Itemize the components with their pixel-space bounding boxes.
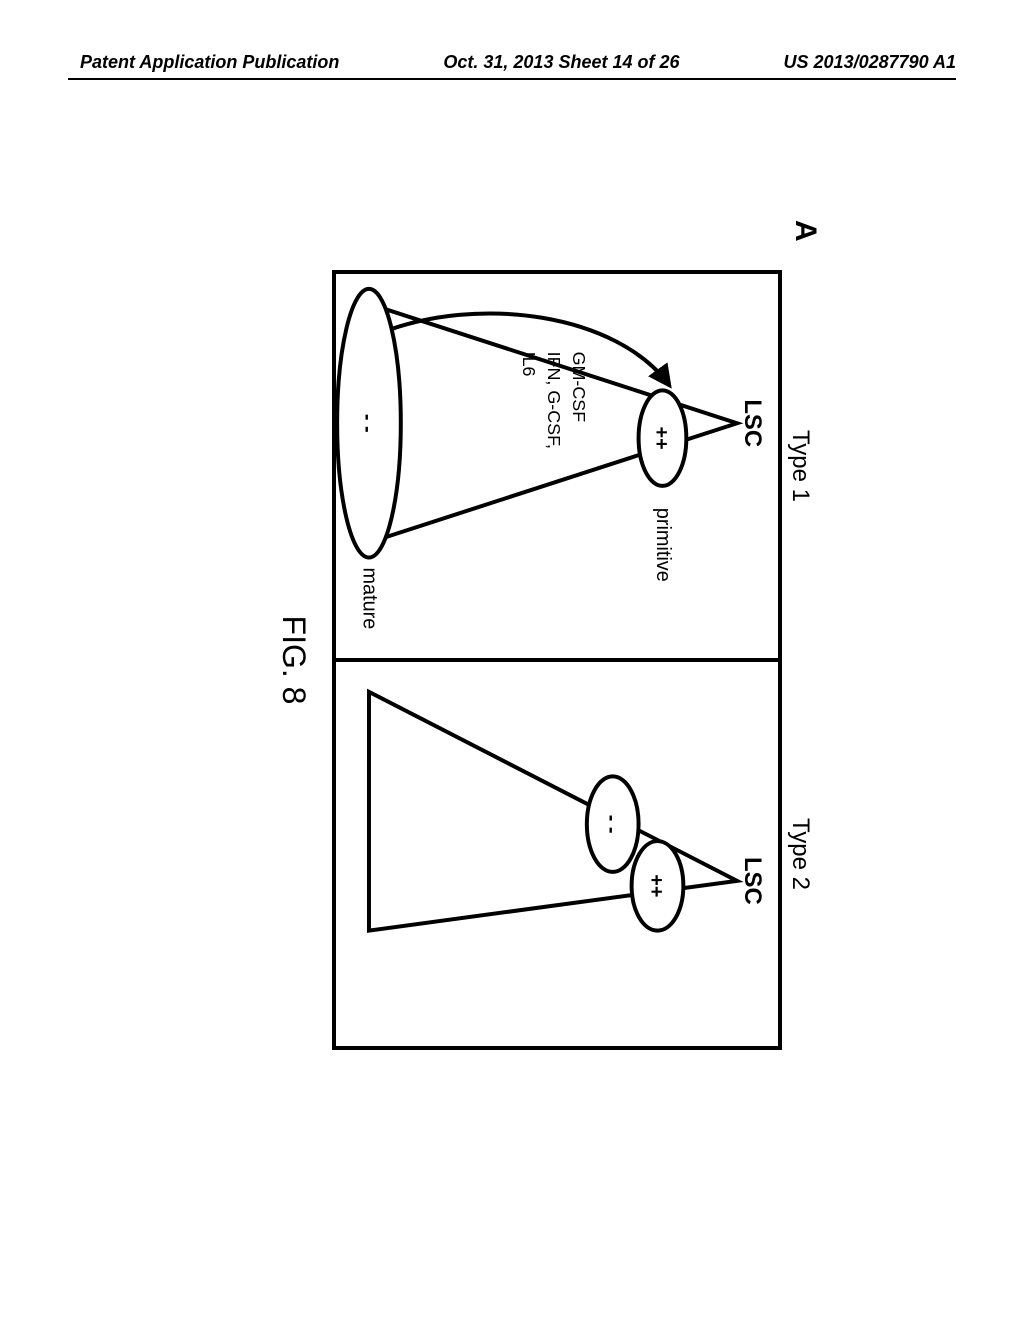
- cytokine-label: GM-CSF: [569, 352, 589, 423]
- header-rule: [68, 78, 956, 80]
- panel-label: A: [788, 220, 822, 242]
- ellipse-label: - -: [600, 815, 622, 834]
- header-right: US 2013/0287790 A1: [784, 52, 956, 73]
- ellipse-label: ++: [645, 874, 667, 897]
- cytokine-label: IL6: [519, 352, 539, 377]
- page-header: Patent Application Publication Oct. 31, …: [0, 52, 1024, 73]
- stage-label: primitive: [652, 508, 674, 582]
- panels-container: Type 1LSC++- -primitivematureGM-CSFIFN, …: [332, 270, 782, 1050]
- panel-title: Type 1: [786, 274, 814, 658]
- panel-svg: LSC ++ - -: [336, 662, 778, 1046]
- lsc-label: LSC: [739, 857, 766, 905]
- lsc-label: LSC: [739, 399, 766, 447]
- figure-caption: FIG. 8: [275, 210, 312, 1110]
- stage-label: mature: [359, 567, 381, 629]
- header-left: Patent Application Publication: [80, 52, 339, 73]
- panel-svg: LSC ++ - - primitive mature GM-CSFIFN, G-CSF,…: [336, 274, 778, 658]
- ellipse-label: ++: [650, 427, 672, 450]
- ellipse-label: - -: [357, 414, 379, 433]
- panel-2: Type 2LSC++- -: [332, 662, 782, 1050]
- header-center: Oct. 31, 2013 Sheet 14 of 26: [443, 52, 679, 73]
- cytokine-label: IFN, G-CSF,: [544, 352, 564, 449]
- panel-title: Type 2: [786, 662, 814, 1046]
- panel-1: Type 1LSC++- -primitivematureGM-CSFIFN, …: [332, 270, 782, 662]
- figure-area: A Type 1LSC++- -primitivematureGM-CSFIFN…: [212, 210, 812, 1110]
